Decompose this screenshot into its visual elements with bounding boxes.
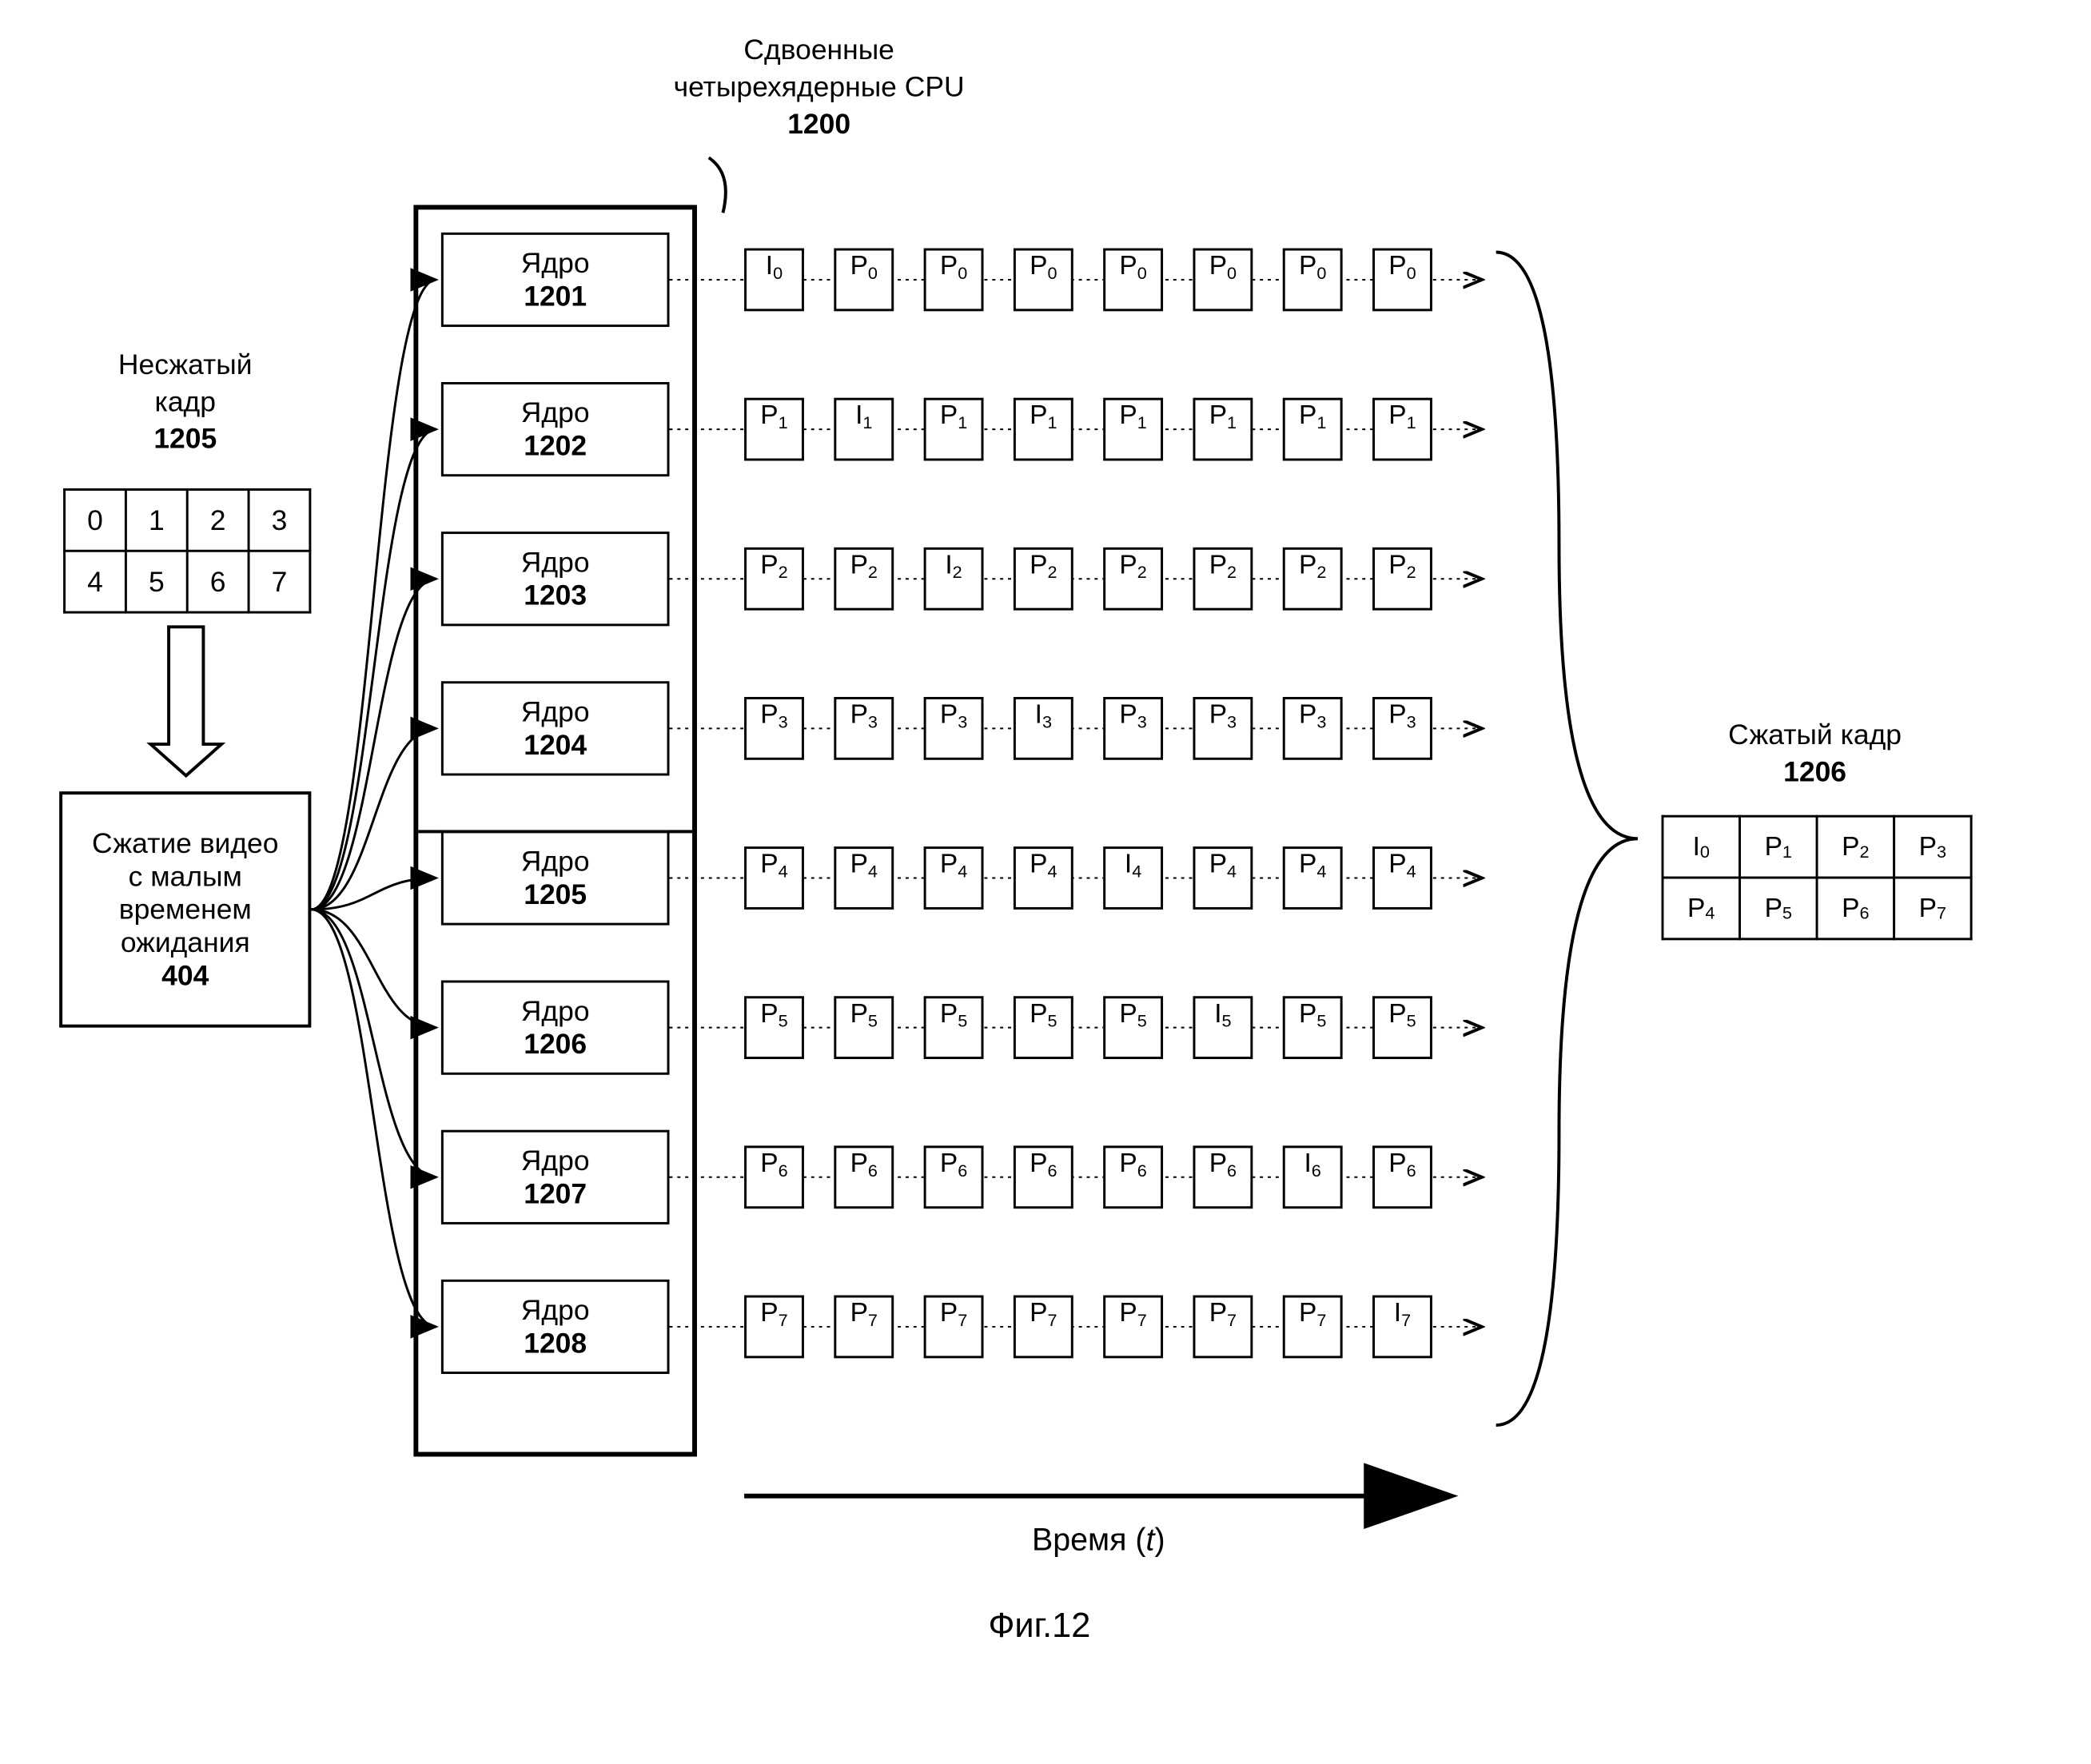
frame-cell: P2 (1014, 548, 1073, 611)
frame-cell: P5 (924, 996, 984, 1059)
frame-cell: P2 (1372, 548, 1432, 611)
diagram-root: Сдвоенные четырехядерные CPU 1200 Несжат… (16, 16, 2076, 1722)
frame-cell: P6 (1103, 1145, 1163, 1209)
frame-cell: P3 (834, 697, 894, 760)
frame-cell: P1 (1103, 398, 1163, 461)
frame-cell: I0 (744, 249, 804, 312)
uncompressed-cell: 6 (187, 551, 249, 612)
frame-cell: P0 (1103, 249, 1163, 312)
frame-cell: P1 (1372, 398, 1432, 461)
frame-cell: P1 (1193, 398, 1253, 461)
frame-cell: P4 (744, 846, 804, 910)
frame-cell: I1 (834, 398, 894, 461)
frame-cell: P7 (744, 1296, 804, 1359)
frame-cell: P3 (1103, 697, 1163, 760)
frame-cell: P0 (1193, 249, 1253, 312)
frame-cell: P1 (1014, 398, 1073, 461)
frame-cell: P3 (1372, 697, 1432, 760)
core-box-0: Ядро1201 (441, 233, 670, 327)
cpu-title: Сдвоенные четырехядерные CPU 1200 (615, 32, 1024, 142)
frame-cell: I3 (1014, 697, 1073, 760)
frame-cell: P7 (1193, 1296, 1253, 1359)
frame-cell: P6 (1193, 1145, 1253, 1209)
uncompressed-title: Несжатый кадр 1205 (63, 347, 307, 457)
uncompressed-cell: 7 (249, 551, 310, 612)
frame-cell: P4 (924, 846, 984, 910)
frame-cell: P3 (744, 697, 804, 760)
uncompressed-cell: 1 (125, 489, 187, 551)
frame-cell: P5 (1014, 996, 1073, 1059)
frame-cell: I7 (1372, 1296, 1432, 1359)
frame-cell: P4 (1193, 846, 1253, 910)
compressed-cell: P7 (1894, 878, 1972, 939)
frame-cell: P5 (1283, 996, 1343, 1059)
frame-cell: P6 (1014, 1145, 1073, 1209)
frame-cell: P5 (834, 996, 894, 1059)
frame-cell: P4 (1283, 846, 1343, 910)
frame-cell: P2 (744, 548, 804, 611)
frame-cell: P0 (834, 249, 894, 312)
frame-cell: P4 (1372, 846, 1432, 910)
core-box-3: Ядро1204 (441, 681, 670, 775)
frame-cell: P5 (1103, 996, 1163, 1059)
frame-cell: P3 (1193, 697, 1253, 760)
frame-cell: P7 (924, 1296, 984, 1359)
uncompressed-grid: 0123 4567 (63, 488, 311, 614)
core-box-6: Ядро1207 (441, 1130, 670, 1224)
compressed-cell: P3 (1894, 816, 1972, 878)
uncompressed-cell: 2 (187, 489, 249, 551)
figure-caption: Фиг.12 (882, 1607, 1197, 1646)
frame-cell: P7 (1283, 1296, 1343, 1359)
frame-cell: P0 (1283, 249, 1343, 312)
uncompressed-cell: 5 (125, 551, 187, 612)
compressed-cell: P1 (1740, 816, 1818, 878)
core-box-5: Ядро1206 (441, 981, 670, 1075)
core-box-7: Ядро1208 (441, 1280, 670, 1374)
frame-cell: P1 (1283, 398, 1343, 461)
frame-cell: P5 (1372, 996, 1432, 1059)
frame-cell: P5 (744, 996, 804, 1059)
frame-cell: P0 (924, 249, 984, 312)
frame-cell: P2 (1193, 548, 1253, 611)
frame-cell: P3 (924, 697, 984, 760)
frame-cell: P6 (744, 1145, 804, 1209)
time-label: Время (t) (744, 1519, 1452, 1560)
frame-cell: I5 (1193, 996, 1253, 1059)
frame-cell: P7 (1103, 1296, 1163, 1359)
core-box-4: Ядро1205 (441, 830, 670, 925)
frame-cell: P3 (1283, 697, 1343, 760)
frame-cell: I2 (924, 548, 984, 611)
core-box-1: Ядро1202 (441, 382, 670, 476)
frame-cell: P2 (834, 548, 894, 611)
frame-cell: P4 (1014, 846, 1073, 910)
uncompressed-cell: 4 (65, 551, 126, 612)
core-box-2: Ядро1203 (441, 532, 670, 626)
frame-cell: P2 (1283, 548, 1343, 611)
uncompressed-cell: 3 (249, 489, 310, 551)
frame-cell: P1 (744, 398, 804, 461)
frame-cell: I4 (1103, 846, 1163, 910)
uncompressed-cell: 0 (65, 489, 126, 551)
frame-cell: P0 (1372, 249, 1432, 312)
compressed-cell: I0 (1663, 816, 1740, 878)
frame-cell: I6 (1283, 1145, 1343, 1209)
frame-cell: P6 (1372, 1145, 1432, 1209)
frame-cell: P1 (924, 398, 984, 461)
compressor-box: Сжатие видео с малым временем ожидания 4… (59, 791, 311, 1027)
compressed-cell: P4 (1663, 878, 1740, 939)
frame-cell: P4 (834, 846, 894, 910)
frame-cell: P6 (924, 1145, 984, 1209)
compressed-grid: I0P1P2P3 P4P5P6P7 (1662, 815, 1973, 941)
frame-cell: P7 (1014, 1296, 1073, 1359)
compressed-cell: P6 (1817, 878, 1894, 939)
frame-cell: P0 (1014, 249, 1073, 312)
frame-cell: P6 (834, 1145, 894, 1209)
frame-cell: P7 (834, 1296, 894, 1359)
compressed-cell: P2 (1817, 816, 1894, 878)
compressed-title: Сжатый кадр 1206 (1658, 717, 1973, 790)
frame-cell: P2 (1103, 548, 1163, 611)
compressed-cell: P5 (1740, 878, 1818, 939)
